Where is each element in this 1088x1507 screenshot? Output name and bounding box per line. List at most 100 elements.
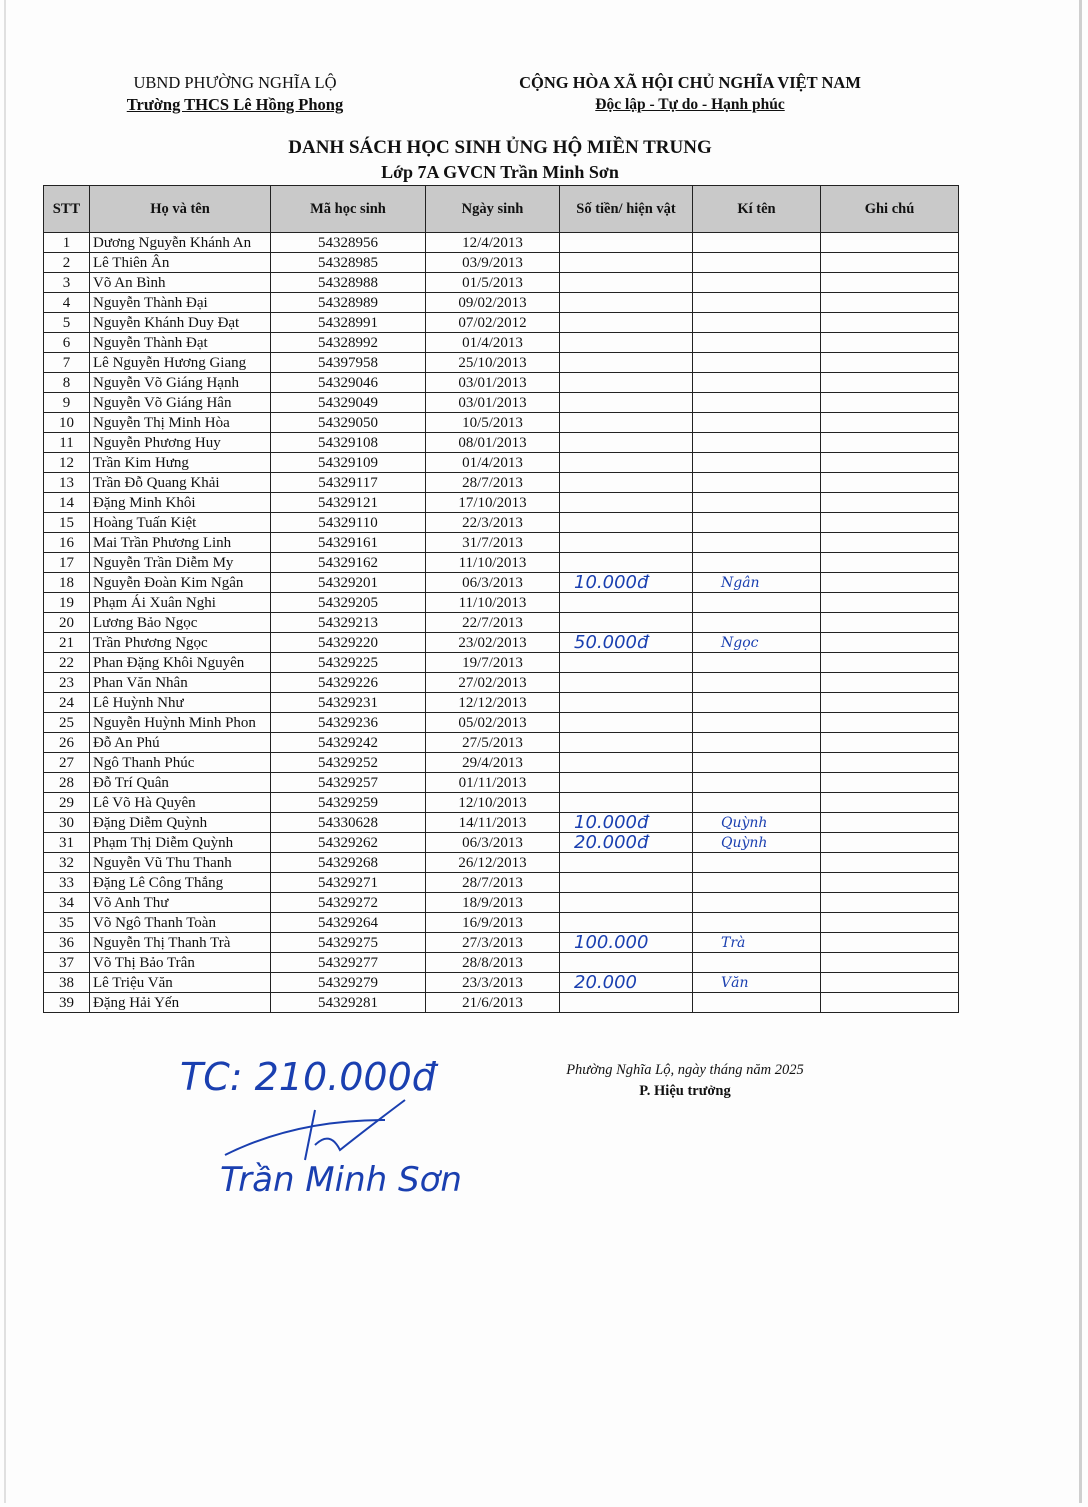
cell-amount bbox=[559, 512, 693, 533]
cell-name: Nguyễn Đoàn Kim Ngân bbox=[89, 572, 271, 593]
table-row: 28 Đỗ Trí Quân 54329257 01/11/2013 bbox=[43, 772, 959, 793]
cell-name: Lê Nguyễn Hương Giang bbox=[89, 352, 271, 373]
cell-stt: 7 bbox=[43, 352, 90, 373]
table-row: 38 Lê Triệu Văn 54329279 23/3/2013 20.000 Văn bbox=[43, 972, 959, 993]
cell-student-id: 54329281 bbox=[270, 992, 426, 1013]
table-row: 8 Nguyễn Võ Giáng Hạnh 54329046 03/01/2013 bbox=[43, 372, 959, 393]
cell-note bbox=[820, 692, 959, 713]
cell-stt: 20 bbox=[43, 612, 90, 633]
cell-student-id: 54328985 bbox=[270, 252, 426, 273]
cell-student-id: 54329201 bbox=[270, 572, 426, 593]
cell-birthdate: 23/3/2013 bbox=[425, 972, 560, 993]
cell-signature bbox=[692, 392, 821, 413]
table-row: 25 Nguyễn Huỳnh Minh Phon 54329236 05/02/20… bbox=[43, 712, 959, 733]
table-row: 1 Dương Nguyễn Khánh An 54328956 12/4/2013 bbox=[43, 232, 959, 253]
cell-amount bbox=[559, 852, 693, 873]
cell-student-id: 54329220 bbox=[270, 632, 426, 653]
cell-stt: 22 bbox=[43, 652, 90, 673]
cell-stt: 5 bbox=[43, 312, 90, 333]
table-row: 36 Nguyễn Thị Thanh Trà 54329275 27/3/2013 1… bbox=[43, 932, 959, 953]
cell-signature bbox=[692, 732, 821, 753]
table-row: 3 Võ An Bình 54328988 01/5/2013 bbox=[43, 272, 959, 293]
cell-signature: Ngân bbox=[692, 572, 821, 593]
table-row: 22 Phan Đặng Khôi Nguyên 54329225 19/7/2013 bbox=[43, 652, 959, 673]
cell-note bbox=[820, 492, 959, 513]
place-date: Phường Nghĩa Lộ, ngày tháng năm 2025 bbox=[566, 1062, 804, 1078]
cell-name: Đỗ Trí Quân bbox=[89, 772, 271, 793]
cell-signature bbox=[692, 332, 821, 353]
cell-stt: 3 bbox=[43, 272, 90, 293]
cell-name: Trần Kim Hưng bbox=[89, 452, 271, 473]
cell-student-id: 54329225 bbox=[270, 652, 426, 673]
cell-note bbox=[820, 752, 959, 773]
cell-birthdate: 03/01/2013 bbox=[425, 392, 560, 413]
cell-amount: 20.000 bbox=[559, 972, 693, 993]
handwritten-total: TC: 210.000đ bbox=[180, 1055, 436, 1099]
cell-student-id: 54328991 bbox=[270, 312, 426, 333]
cell-amount: 10.000đ bbox=[559, 572, 693, 593]
cell-stt: 30 bbox=[43, 812, 90, 833]
cell-note bbox=[820, 992, 959, 1013]
cell-stt: 8 bbox=[43, 372, 90, 393]
cell-amount bbox=[559, 292, 693, 313]
student-table: STT Họ và tên Mã học sinh Ngày sinh Số t… bbox=[43, 185, 959, 1013]
cell-stt: 28 bbox=[43, 772, 90, 793]
cell-student-id: 54329268 bbox=[270, 852, 426, 873]
cell-student-id: 54397958 bbox=[270, 352, 426, 373]
cell-stt: 26 bbox=[43, 732, 90, 753]
col-name: Họ và tên bbox=[89, 185, 271, 233]
cell-note bbox=[820, 772, 959, 793]
table-row: 32 Nguyễn Vũ Thu Thanh 54329268 26/12/2013 bbox=[43, 852, 959, 873]
cell-name: Võ Thị Bảo Trân bbox=[89, 952, 271, 973]
cell-birthdate: 10/5/2013 bbox=[425, 412, 560, 433]
cell-birthdate: 21/6/2013 bbox=[425, 992, 560, 1013]
cell-birthdate: 11/10/2013 bbox=[425, 592, 560, 613]
cell-note bbox=[820, 352, 959, 373]
cell-note bbox=[820, 472, 959, 493]
cell-signature: Quỳnh bbox=[692, 832, 821, 853]
cell-name: Võ Anh Thư bbox=[89, 892, 271, 913]
cell-signature bbox=[692, 552, 821, 573]
cell-name: Đặng Hải Yến bbox=[89, 992, 271, 1013]
cell-name: Phan Văn Nhân bbox=[89, 672, 271, 693]
cell-signature bbox=[692, 652, 821, 673]
cell-signature bbox=[692, 612, 821, 633]
national-motto: Độc lập - Tự do - Hạnh phúc bbox=[595, 96, 785, 113]
col-signature: Kí tên bbox=[692, 185, 821, 233]
table-row: 5 Nguyễn Khánh Duy Đạt 54328991 07/02/2012 bbox=[43, 312, 959, 333]
cell-stt: 37 bbox=[43, 952, 90, 973]
cell-note bbox=[820, 792, 959, 813]
table-row: 6 Nguyễn Thành Đạt 54328992 01/4/2013 bbox=[43, 332, 959, 353]
table-row: 10 Nguyễn Thị Minh Hòa 54329050 10/5/2013 bbox=[43, 412, 959, 433]
cell-signature bbox=[692, 252, 821, 273]
cell-student-id: 54329046 bbox=[270, 372, 426, 393]
cell-stt: 24 bbox=[43, 692, 90, 713]
cell-student-id: 54328956 bbox=[270, 232, 426, 253]
cell-birthdate: 05/02/2013 bbox=[425, 712, 560, 733]
cell-amount bbox=[559, 352, 693, 373]
table-row: 29 Lê Võ Hà Quyên 54329259 12/10/2013 bbox=[43, 792, 959, 813]
cell-stt: 15 bbox=[43, 512, 90, 533]
cell-note bbox=[820, 652, 959, 673]
cell-stt: 14 bbox=[43, 492, 90, 513]
cell-signature bbox=[692, 232, 821, 253]
cell-amount bbox=[559, 652, 693, 673]
cell-student-id: 54328989 bbox=[270, 292, 426, 313]
cell-note bbox=[820, 732, 959, 753]
cell-amount bbox=[559, 432, 693, 453]
cell-note bbox=[820, 832, 959, 853]
cell-stt: 27 bbox=[43, 752, 90, 773]
cell-birthdate: 03/9/2013 bbox=[425, 252, 560, 273]
cell-name: Nguyễn Thành Đại bbox=[89, 292, 271, 313]
cell-stt: 34 bbox=[43, 892, 90, 913]
cell-name: Đỗ An Phú bbox=[89, 732, 271, 753]
cell-name: Đặng Diễm Quỳnh bbox=[89, 812, 271, 833]
cell-stt: 11 bbox=[43, 432, 90, 453]
cell-student-id: 54329275 bbox=[270, 932, 426, 953]
cell-name: Dương Nguyễn Khánh An bbox=[89, 232, 271, 253]
cell-note bbox=[820, 592, 959, 613]
cell-stt: 21 bbox=[43, 632, 90, 653]
cell-name: Phan Đặng Khôi Nguyên bbox=[89, 652, 271, 673]
table-row: 4 Nguyễn Thành Đại 54328989 09/02/2013 bbox=[43, 292, 959, 313]
cell-name: Nguyễn Thị Minh Hòa bbox=[89, 412, 271, 433]
